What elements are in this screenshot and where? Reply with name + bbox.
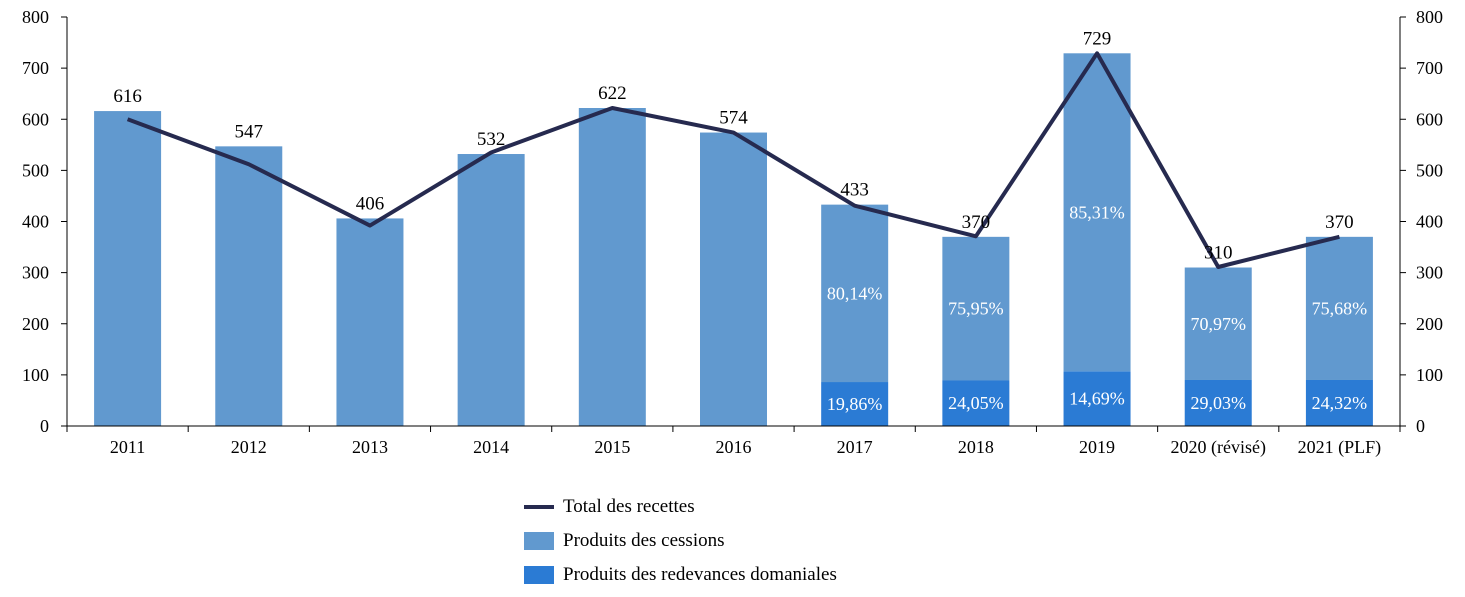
y-tick-label-right: 700 [1416,58,1443,78]
legend-item-total: Total des recettes [524,490,837,524]
data-label-cessions-pct: 75,68% [1312,298,1368,318]
y-tick-label-right: 200 [1416,314,1443,334]
legend-label-total: Total des recettes [563,496,695,517]
bar-cessions-2018 [942,236,1010,381]
legend-swatch-cessions [524,532,554,550]
x-tick-label: 2021 (PLF) [1298,437,1382,458]
y-tick-label-left: 200 [22,314,49,334]
legend: Total des recettes Produits des cessions… [524,490,837,592]
data-label-redevances-pct: 24,05% [948,393,1004,413]
data-label-cessions-pct: 85,31% [1069,202,1125,222]
data-label-total: 310 [1204,243,1233,264]
y-tick-label-left: 600 [22,109,49,129]
data-label-total: 532 [477,129,506,150]
y-tick-label-right: 600 [1416,109,1443,129]
y-tick-label-left: 100 [22,365,49,385]
legend-label-redevances: Produits des redevances domaniales [563,564,837,585]
data-label-total: 370 [1325,212,1354,233]
data-label-total: 433 [840,180,869,201]
y-tick-label-left: 300 [22,263,49,283]
x-tick-label: 2017 [837,437,873,457]
y-tick-label-right: 300 [1416,263,1443,283]
data-label-total: 370 [962,212,991,233]
y-tick-label-right: 400 [1416,212,1443,232]
x-tick-label: 2020 (révisé) [1170,437,1265,458]
data-label-total: 622 [598,83,627,104]
x-tick-label: 2019 [1079,437,1115,457]
bar-redevances-2017 [821,382,889,426]
data-label-total: 406 [356,193,385,214]
data-label-cessions-pct: 70,97% [1190,314,1246,334]
bar-redevances-2018 [942,380,1010,426]
data-label-redevances-pct: 29,03% [1190,393,1246,413]
bar-cessions-2020 [1184,267,1252,380]
legend-swatch-redevances [524,566,554,584]
x-tick-label: 2018 [958,437,994,457]
x-tick-label: 2014 [473,437,509,457]
data-label-redevances-pct: 24,32% [1312,393,1368,413]
legend-item-cessions: Produits des cessions [524,524,837,558]
bar-cessions-2012 [215,146,283,426]
bar-cessions-2015 [578,108,646,426]
data-label-cessions-pct: 80,14% [827,283,883,303]
y-tick-label-left: 700 [22,58,49,78]
y-tick-label-right: 0 [1416,416,1425,436]
x-tick-label: 2015 [594,437,630,457]
y-tick-label-left: 0 [40,416,49,436]
y-tick-label-right: 500 [1416,160,1443,180]
bar-redevances-2020 [1184,379,1252,426]
bar-cessions-2016 [700,132,767,427]
bar-cessions-2011 [94,111,162,426]
data-label-cessions-pct: 75,95% [948,299,1004,319]
series-line-total [126,51,1340,270]
y-tick-label-left: 500 [22,160,49,180]
data-label-total: 574 [719,108,748,129]
data-label-redevances-pct: 19,86% [827,394,883,414]
y-tick-label-right: 100 [1416,365,1443,385]
x-tick-label: 2016 [716,437,752,457]
data-label-total: 547 [235,121,264,142]
bar-cessions-2014 [457,154,525,426]
bar-cessions-2019 [1063,53,1131,372]
legend-label-cessions: Produits des cessions [563,530,725,551]
bar-redevances-2019 [1063,371,1131,426]
data-label-redevances-pct: 14,69% [1069,389,1125,409]
x-tick-label: 2012 [231,437,267,457]
legend-swatch-total [524,505,554,509]
bar-cessions-2017 [821,204,889,383]
y-tick-label-left: 800 [22,7,49,27]
chart-svg: 0 0 100 100 200 200 300 300 400 400 500 500 600 600 70… [22,7,1443,458]
bar-redevances-2021 [1305,379,1373,426]
data-label-total: 616 [113,86,142,107]
legend-item-redevances: Produits des redevances domaniales [524,558,837,592]
data-label-total: 729 [1083,28,1112,49]
bar-cessions-2013 [336,218,404,426]
bar-cessions-2021 [1305,236,1373,380]
x-tick-label: 2013 [352,437,388,457]
y-tick-label-left: 400 [22,212,49,232]
x-tick-label: 2011 [110,437,145,457]
y-tick-label-right: 800 [1416,7,1443,27]
